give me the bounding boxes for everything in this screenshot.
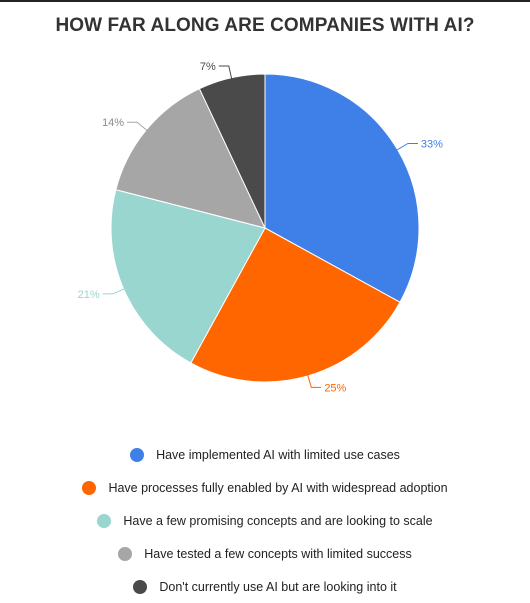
leader-line-have-tested-a-few-concepts-with-limited-success [127,121,149,132]
legend-label: Have tested a few concepts with limited … [144,546,412,561]
leader-line-have-a-few-promising-concepts-and-are-looking-to-scale [102,287,126,295]
leader-line-have-processes-fully-enabled-by-ai-with-widespread-adoption [306,373,322,388]
legend-swatch [118,546,133,561]
legend-swatch [133,579,148,594]
leader-line-don-t-currently-use-ai-but-are-looking-into-it [218,65,233,80]
data-label-have-tested-a-few-concepts-with-limited-success: 14% [102,117,124,129]
legend-item-have-tested-a-few-concepts-with-limited-success: Have tested a few concepts with limited … [0,537,530,570]
chart-legend: Have implemented AI with limited use cas… [0,438,530,603]
legend-item-have-a-few-promising-concepts-and-are-looking-to-scale: Have a few promising concepts and are lo… [0,504,530,537]
top-divider [0,0,530,2]
pie-chart: 33% 25% 21% 14% 7% [78,61,443,394]
legend-swatch [82,480,97,495]
data-label-have-processes-fully-enabled-by-ai-with-widespread-adoption: 25% [324,382,346,394]
chart-title: HOW FAR ALONG ARE COMPANIES WITH AI? [55,15,475,36]
legend-label: Have a few promising concepts and are lo… [123,513,433,528]
data-label-have-a-few-promising-concepts-and-are-looking-to-scale: 21% [78,289,100,301]
data-label-don-t-currently-use-ai-but-are-looking-into-it: 7% [200,61,216,73]
leader-line-have-implemented-ai-with-limited-use-cases [395,142,418,152]
legend-item-don-t-currently-use-ai-but-are-looking-into-it: Don't currently use AI but are looking i… [0,570,530,603]
legend-label: Have implemented AI with limited use cas… [156,447,400,462]
legend-swatch [130,447,145,462]
legend-item-have-processes-fully-enabled-by-ai-with-widespread-adoption: Have processes fully enabled by AI with … [0,471,530,504]
legend-swatch [97,513,112,528]
legend-label: Have processes fully enabled by AI with … [108,480,448,495]
data-label-have-implemented-ai-with-limited-use-cases: 33% [421,138,443,150]
legend-item-have-implemented-ai-with-limited-use-cases: Have implemented AI with limited use cas… [0,438,530,471]
legend-label: Don't currently use AI but are looking i… [159,579,397,594]
